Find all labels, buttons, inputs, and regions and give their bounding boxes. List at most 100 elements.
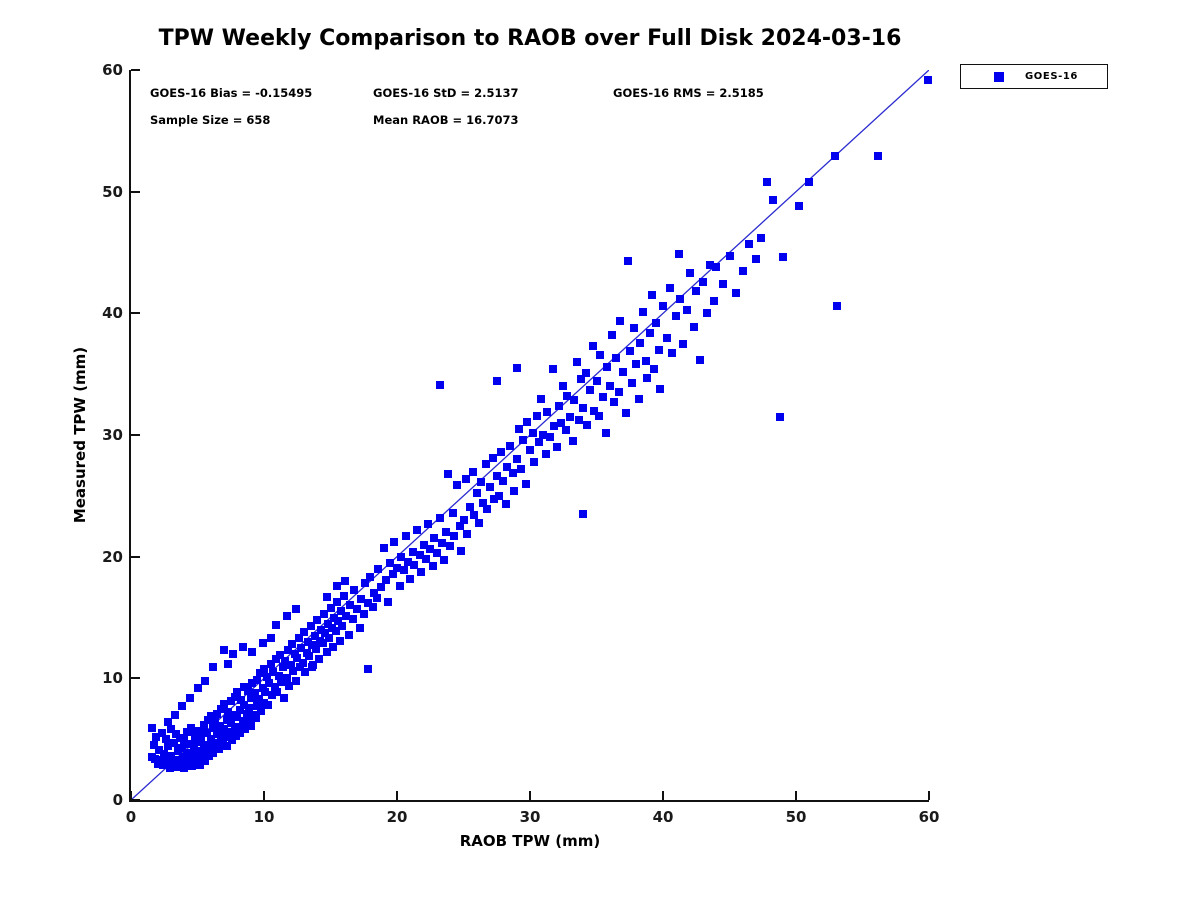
scatter-point — [245, 703, 254, 712]
scatter-point — [486, 483, 495, 492]
scatter-point — [270, 682, 279, 691]
scatter-point — [258, 639, 267, 648]
scatter-point — [601, 428, 610, 437]
scatter-point — [794, 202, 803, 211]
scatter-point — [523, 417, 532, 426]
stat-sample-size: Sample Size = 658 — [150, 113, 271, 127]
scatter-point — [246, 693, 255, 702]
scatter-point — [833, 302, 842, 311]
scatter-point — [393, 563, 401, 572]
scatter-point — [246, 721, 255, 730]
scatter-point — [463, 529, 472, 538]
scatter-point — [757, 233, 766, 242]
scatter-point — [224, 708, 233, 717]
scatter-point — [616, 316, 625, 325]
scatter-point — [341, 577, 350, 585]
y-tick-label: 10 — [102, 669, 123, 688]
scatter-point — [541, 450, 550, 459]
scatter-point — [297, 643, 306, 652]
scatter-point — [672, 311, 681, 320]
scatter-point — [377, 583, 386, 592]
scatter-point — [357, 595, 366, 604]
scatter-point — [455, 522, 464, 531]
scatter-point — [725, 252, 734, 261]
y-tick-mark — [131, 677, 140, 680]
scatter-point — [238, 642, 247, 651]
scatter-point — [583, 421, 592, 430]
scatter-point — [599, 393, 608, 402]
scatter-point — [499, 477, 508, 486]
legend-label: GOES-16 — [1024, 71, 1078, 82]
scatter-point — [261, 687, 270, 696]
scatter-point — [624, 257, 633, 266]
scatter-point — [321, 629, 330, 638]
scatter-point — [355, 624, 364, 633]
scatter-point — [502, 500, 511, 509]
scatter-point — [612, 354, 621, 363]
y-tick-label: 30 — [102, 426, 123, 444]
scatter-point — [628, 378, 637, 387]
scatter-point — [254, 695, 263, 704]
scatter-point — [519, 435, 528, 444]
stat-mean-raob: Mean RAOB = 16.7073 — [373, 113, 519, 127]
scatter-point — [549, 422, 558, 431]
scatter-point — [662, 333, 671, 342]
scatter-point — [282, 612, 291, 621]
scatter-point — [874, 152, 883, 161]
scatter-point — [609, 398, 618, 407]
scatter-point — [193, 684, 202, 693]
scatter-point — [575, 416, 584, 425]
scatter-point — [182, 748, 191, 757]
plot-inner — [130, 69, 932, 801]
scatter-point — [206, 712, 215, 721]
scatter-point — [532, 411, 541, 420]
scatter-point — [682, 305, 691, 314]
scatter-point — [263, 701, 272, 710]
scatter-point — [468, 467, 477, 476]
scatter-point — [399, 566, 408, 575]
scatter-point — [563, 392, 572, 401]
scatter-point — [778, 253, 787, 262]
scatter-point — [668, 349, 677, 358]
scatter-point — [408, 547, 417, 556]
scatter-point — [923, 75, 932, 84]
scatter-point — [496, 448, 505, 457]
scatter-point — [718, 280, 727, 289]
y-tick-label: 0 — [112, 791, 123, 809]
scatter-point — [621, 409, 630, 418]
y-tick-mark — [131, 69, 140, 71]
scatter-point — [369, 602, 378, 611]
scatter-point — [625, 347, 634, 356]
scatter-point — [403, 557, 412, 566]
scatter-point — [345, 630, 354, 639]
scatter-point — [466, 502, 475, 511]
scatter-point — [335, 636, 344, 645]
scatter-point — [333, 581, 342, 590]
scatter-point — [422, 555, 431, 564]
scatter-point — [164, 718, 173, 727]
scatter-point — [665, 283, 674, 292]
scatter-point — [432, 549, 441, 558]
scatter-point — [298, 658, 307, 667]
scatter-point — [283, 646, 292, 655]
scatter-point — [585, 385, 594, 394]
scatter-point — [177, 702, 186, 711]
y-tick-label: 20 — [102, 547, 123, 566]
scatter-point — [522, 479, 530, 488]
scatter-point — [266, 659, 275, 668]
scatter-point — [830, 152, 839, 161]
scatter-point — [402, 531, 411, 540]
scatter-point — [361, 579, 370, 588]
scatter-point — [198, 750, 207, 759]
scatter-point — [253, 702, 262, 711]
scatter-point — [476, 478, 485, 487]
scatter-point — [439, 556, 448, 565]
scatter-point — [479, 499, 488, 508]
scatter-point — [619, 367, 628, 376]
scatter-point — [552, 443, 561, 452]
scatter-point — [353, 604, 362, 613]
scatter-point — [220, 699, 229, 708]
scatter-point — [685, 269, 694, 278]
y-tick-mark — [131, 555, 140, 558]
scatter-point — [565, 412, 574, 421]
